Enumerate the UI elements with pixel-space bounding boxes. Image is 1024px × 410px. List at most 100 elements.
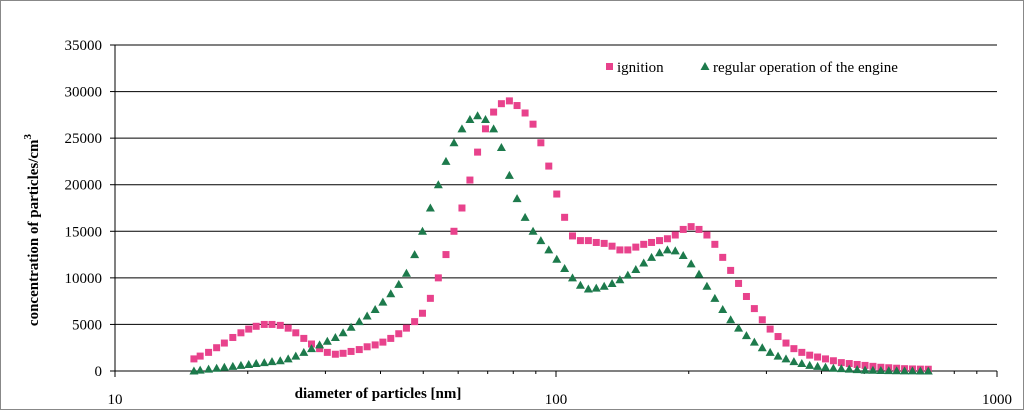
data-point-regular <box>362 311 372 320</box>
data-point-regular <box>765 347 775 356</box>
data-point-ignition <box>782 339 790 347</box>
data-point-regular <box>797 359 807 368</box>
data-point-regular <box>876 365 886 374</box>
data-point-ignition <box>252 322 260 330</box>
data-point-regular <box>378 297 388 306</box>
data-point-regular <box>670 246 680 255</box>
data-point-ignition <box>656 237 664 245</box>
data-point-regular <box>251 359 261 368</box>
legend-marker-ignition <box>606 63 613 70</box>
data-point-regular <box>346 322 356 331</box>
data-point-regular <box>417 226 427 235</box>
data-point-regular <box>291 351 301 360</box>
y-tick-label: 35000 <box>65 38 103 54</box>
data-point-ignition <box>829 357 837 365</box>
data-point-ignition <box>711 240 719 248</box>
data-point-regular <box>599 281 609 290</box>
data-point-ignition <box>663 235 671 243</box>
data-point-ignition <box>213 344 221 352</box>
data-point-ignition <box>608 242 616 250</box>
data-point-ignition <box>853 360 861 368</box>
data-point-ignition <box>616 246 624 254</box>
data-point-ignition <box>742 292 750 300</box>
data-point-regular <box>892 366 902 375</box>
data-point-ignition <box>418 309 426 317</box>
data-point-regular <box>607 278 617 287</box>
data-point-regular <box>189 366 199 375</box>
data-point-ignition <box>671 231 679 239</box>
data-point-ignition <box>505 97 513 105</box>
data-point-regular <box>195 365 205 374</box>
data-point-ignition <box>205 348 213 356</box>
y-tick-label: 15000 <box>65 224 103 240</box>
data-point-regular <box>836 364 846 373</box>
data-point-ignition <box>458 204 466 212</box>
axes <box>110 44 998 377</box>
data-point-regular <box>781 354 791 363</box>
data-point-regular <box>718 305 728 314</box>
data-point-ignition <box>434 274 442 282</box>
data-point-ignition <box>237 329 245 337</box>
data-point-ignition <box>806 351 814 359</box>
data-point-ignition <box>592 238 600 246</box>
data-point-ignition <box>821 355 829 363</box>
data-point-ignition <box>561 213 569 221</box>
data-point-ignition <box>790 345 798 353</box>
data-point-ignition <box>190 355 198 363</box>
data-point-regular <box>299 347 309 356</box>
data-point-regular <box>813 361 823 370</box>
data-point-ignition <box>339 349 347 357</box>
data-point-ignition <box>632 243 640 251</box>
data-point-ignition <box>766 325 774 333</box>
data-point-regular <box>568 273 578 282</box>
data-point-regular <box>433 180 443 189</box>
data-point-ignition <box>537 139 545 147</box>
data-point-ignition <box>521 109 529 117</box>
data-point-regular <box>228 361 238 370</box>
data-point-regular <box>678 251 688 260</box>
data-point-ignition <box>584 237 592 245</box>
data-point-regular <box>465 115 475 124</box>
data-point-ignition <box>426 294 434 302</box>
data-point-regular <box>789 357 799 366</box>
data-point-regular <box>552 254 562 263</box>
data-point-regular <box>204 364 214 373</box>
data-point-ignition <box>576 237 584 245</box>
data-point-ignition <box>727 266 735 274</box>
data-point-regular <box>259 358 269 367</box>
data-point-ignition <box>750 305 758 313</box>
data-point-ignition <box>687 223 695 231</box>
data-point-ignition <box>363 343 371 351</box>
data-point-regular <box>449 138 459 147</box>
data-point-ignition <box>861 361 869 369</box>
data-point-regular <box>401 268 411 277</box>
data-point-regular <box>623 270 633 279</box>
data-point-regular <box>244 359 254 368</box>
data-point-regular <box>370 305 380 314</box>
data-point-regular <box>560 264 570 273</box>
data-point-ignition <box>371 341 379 349</box>
data-point-regular <box>504 170 514 179</box>
y-axis-title-text: concentration of particles/cm <box>26 139 42 326</box>
data-point-regular <box>386 289 396 298</box>
data-point-regular <box>536 236 546 245</box>
data-point-ignition <box>229 333 237 341</box>
data-point-regular <box>425 203 435 212</box>
data-point-regular <box>575 280 585 289</box>
data-point-regular <box>900 366 910 375</box>
data-point-regular <box>749 337 759 346</box>
data-point-ignition <box>474 148 482 156</box>
y-axis-title-group: concentration of particles/cm3 <box>22 133 42 326</box>
data-point-regular <box>267 357 277 366</box>
data-point-ignition <box>774 333 782 341</box>
data-point-regular <box>354 317 364 326</box>
data-point-ignition <box>758 316 766 324</box>
data-point-regular <box>512 194 522 203</box>
data-point-ignition <box>600 239 608 247</box>
data-point-regular <box>686 259 696 268</box>
data-point-regular <box>805 360 815 369</box>
data-point-ignition <box>323 348 331 356</box>
y-tick-label: 10000 <box>65 271 103 287</box>
data-point-regular <box>868 365 878 374</box>
